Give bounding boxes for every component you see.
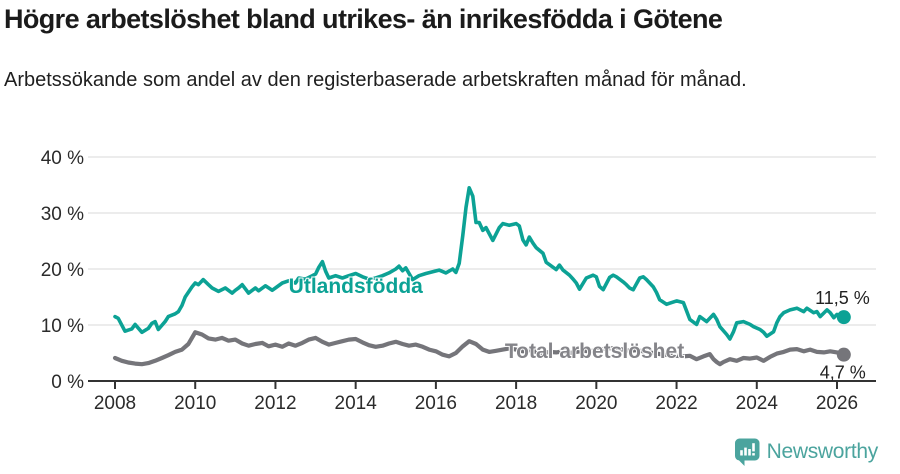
newsworthy-logo[interactable]: Newsworthy xyxy=(734,438,879,466)
x-axis-label-2012: 2012 xyxy=(254,393,296,414)
y-axis-label-30: 30 % xyxy=(41,204,84,225)
newsworthy-wordmark: Newsworthy xyxy=(766,440,879,463)
series-end-value-0: 11,5 % xyxy=(815,288,870,308)
x-axis-label-2022: 2022 xyxy=(655,393,697,414)
chart-subtitle: Arbetssökande som andel av den registerb… xyxy=(4,69,747,91)
y-axis-label-10: 10 % xyxy=(41,316,84,337)
x-axis-label-2024: 2024 xyxy=(736,393,779,414)
x-axis-label-2008: 2008 xyxy=(94,393,136,414)
series-line-0 xyxy=(113,186,846,341)
y-axis-label-0: 0 % xyxy=(51,372,84,393)
newsworthy-bubble-icon xyxy=(734,438,760,466)
chart-title: Högre arbetslöshet bland utrikes- än inr… xyxy=(4,4,723,34)
x-axis-label-2020: 2020 xyxy=(575,393,617,414)
y-axis-label-20: 20 % xyxy=(41,260,84,281)
x-axis-label-2010: 2010 xyxy=(174,393,216,414)
series-label-0: Utlandsfödda xyxy=(289,275,423,298)
y-axis-label-40: 40 % xyxy=(41,148,84,169)
series-end-dot-1 xyxy=(836,347,851,362)
series-label-1: Total arbetslöshet xyxy=(505,340,684,363)
x-axis-label-2018: 2018 xyxy=(495,393,537,414)
x-axis-label-2016: 2016 xyxy=(415,393,457,414)
series-end-value-1: 4,7 % xyxy=(820,363,866,383)
x-axis-label-2014: 2014 xyxy=(335,393,378,414)
x-axis-label-2026: 2026 xyxy=(816,393,858,414)
series-line-1 xyxy=(112,330,846,367)
series-end-dot-0 xyxy=(836,310,851,325)
